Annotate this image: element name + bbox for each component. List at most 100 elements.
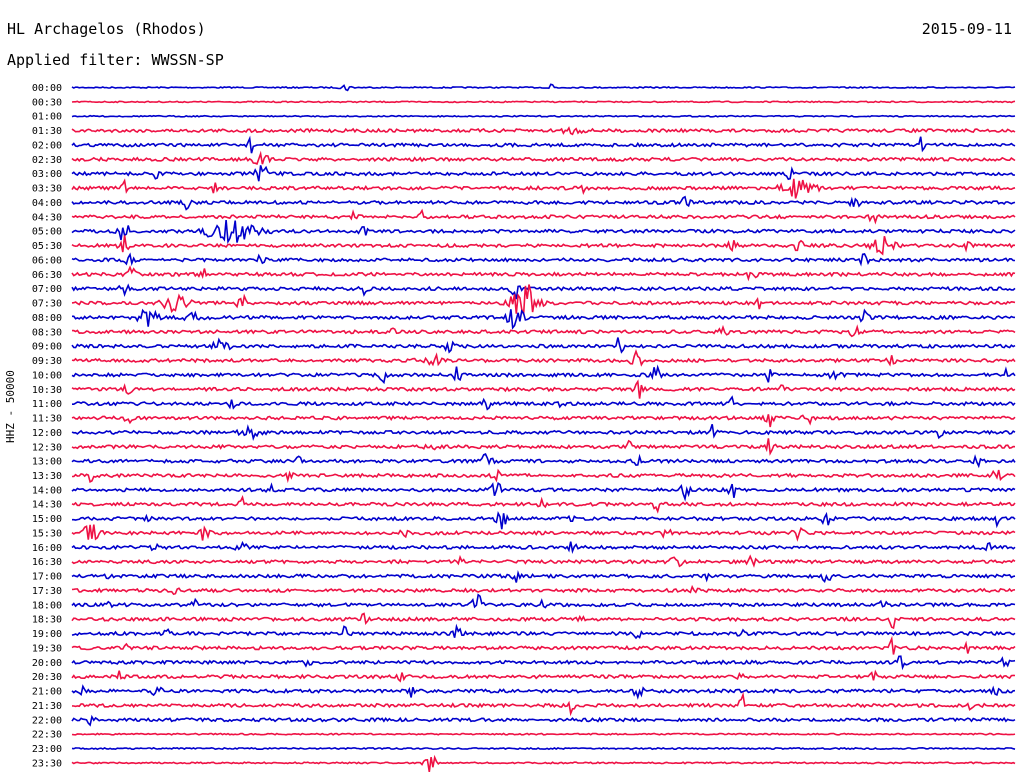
trace-2130 — [71, 691, 1016, 717]
trace-2300 — [71, 746, 1016, 751]
time-label-0330: 03:30 — [32, 184, 62, 195]
trace-1230 — [71, 438, 1016, 456]
time-label-0130: 01:30 — [32, 126, 62, 137]
time-label-0730: 07:30 — [32, 299, 62, 310]
trace-0930 — [71, 349, 1016, 367]
station-title: HL Archagelos (Rhodos) — [7, 20, 206, 38]
trace-0430 — [71, 208, 1016, 225]
trace-0030 — [71, 100, 1016, 104]
time-label-0930: 09:30 — [32, 356, 62, 367]
time-label-0500: 05:00 — [32, 227, 62, 238]
time-label-0630: 06:30 — [32, 270, 62, 281]
trace-1500 — [72, 511, 1016, 530]
time-label-1800: 18:00 — [32, 600, 62, 611]
filter-label: Applied filter: WWSSN-SP — [7, 51, 224, 69]
time-label-2200: 22:00 — [32, 715, 62, 726]
trace-0830 — [72, 324, 1016, 338]
trace-1900 — [71, 623, 1016, 640]
time-label-1430: 14:30 — [32, 500, 62, 511]
trace-2030 — [71, 669, 1016, 683]
trace-1000 — [71, 364, 1016, 385]
time-label-2000: 20:00 — [32, 658, 62, 669]
trace-0100 — [71, 114, 1016, 118]
time-label-1130: 11:30 — [32, 414, 62, 425]
trace-0330 — [71, 178, 1016, 199]
time-label-2300: 23:00 — [32, 744, 62, 755]
trace-1300 — [71, 452, 1016, 469]
time-label-1400: 14:00 — [32, 485, 62, 496]
time-label-1000: 10:00 — [32, 370, 62, 381]
trace-1930 — [71, 635, 1016, 655]
trace-0730 — [71, 284, 1016, 315]
time-label-1930: 19:30 — [32, 643, 62, 654]
trace-2230 — [71, 732, 1016, 736]
trace-1330 — [72, 468, 1016, 484]
trace-1200 — [71, 423, 1016, 441]
trace-2000 — [71, 655, 1016, 671]
time-label-1600: 16:00 — [32, 543, 62, 554]
trace-2330 — [71, 754, 1016, 773]
time-label-0900: 09:00 — [32, 342, 62, 353]
time-label-2030: 20:30 — [32, 672, 62, 683]
time-label-0400: 04:00 — [32, 198, 62, 209]
trace-0600 — [71, 252, 1015, 267]
time-label-2330: 23:30 — [32, 758, 62, 769]
time-label-1730: 17:30 — [32, 586, 62, 597]
time-label-0800: 08:00 — [32, 313, 62, 324]
time-label-0030: 00:30 — [32, 97, 62, 108]
time-label-0100: 01:00 — [32, 112, 62, 123]
trace-0630 — [71, 265, 1016, 282]
time-label-1900: 19:00 — [32, 629, 62, 640]
time-label-1300: 13:00 — [32, 457, 62, 468]
trace-1830 — [71, 612, 1016, 630]
trace-1730 — [71, 584, 1016, 596]
trace-1800 — [71, 593, 1016, 609]
time-label-1630: 16:30 — [32, 557, 62, 568]
trace-0230 — [71, 150, 1016, 165]
trace-0900 — [71, 337, 1016, 354]
time-label-1830: 18:30 — [32, 615, 62, 626]
time-label-2100: 21:00 — [32, 687, 62, 698]
trace-0530 — [71, 235, 1016, 256]
time-label-0830: 08:30 — [32, 327, 62, 338]
time-label-0700: 07:00 — [32, 284, 62, 295]
time-label-1230: 12:30 — [32, 442, 62, 453]
date-label: 2015-09-11 — [921, 20, 1012, 38]
time-label-1330: 13:30 — [32, 471, 62, 482]
trace-1130 — [71, 414, 1016, 428]
trace-0500 — [71, 220, 1016, 245]
time-label-1100: 11:00 — [32, 399, 62, 410]
trace-0200 — [71, 135, 1016, 154]
trace-1100 — [72, 395, 1016, 411]
time-label-0300: 03:00 — [32, 169, 62, 180]
trace-0700 — [71, 283, 1016, 300]
trace-1630 — [71, 554, 1016, 568]
time-label-0530: 05:30 — [32, 241, 62, 252]
trace-0800 — [72, 308, 1016, 330]
time-label-2230: 22:30 — [32, 730, 62, 741]
time-label-0230: 02:30 — [32, 155, 62, 166]
time-label-1700: 17:00 — [32, 572, 62, 583]
time-label-1200: 12:00 — [32, 428, 62, 439]
time-label-1530: 15:30 — [32, 528, 62, 539]
trace-0300 — [71, 165, 1016, 182]
trace-2200 — [71, 714, 1016, 727]
trace-1030 — [71, 379, 1016, 399]
trace-0400 — [71, 195, 1016, 211]
time-label-1030: 10:30 — [32, 385, 62, 396]
trace-1530 — [71, 524, 1016, 542]
trace-0130 — [71, 126, 1016, 136]
trace-2100 — [71, 684, 1016, 700]
trace-1700 — [71, 570, 1016, 583]
trace-1430 — [71, 495, 1016, 514]
time-label-0430: 04:30 — [32, 212, 62, 223]
time-label-1500: 15:00 — [32, 514, 62, 525]
time-label-2130: 21:30 — [32, 701, 62, 712]
trace-0000 — [71, 83, 1016, 92]
trace-1600 — [71, 540, 1016, 555]
time-label-0200: 02:00 — [32, 140, 62, 151]
trace-1400 — [71, 482, 1016, 502]
time-label-0000: 00:00 — [32, 83, 62, 94]
time-label-0600: 06:00 — [32, 255, 62, 266]
